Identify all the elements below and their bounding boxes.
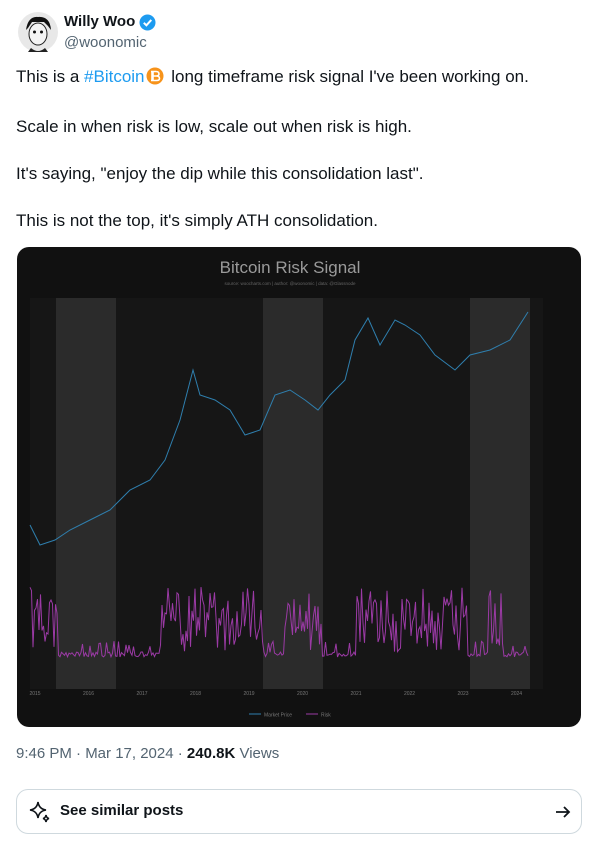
- button-label: See similar posts: [60, 802, 184, 819]
- year-label: 2020: [297, 691, 308, 697]
- paragraph: It's saying, "enjoy the dip while this c…: [16, 164, 424, 183]
- bitcoin-emoji: [146, 67, 164, 85]
- author-handle[interactable]: @woonomic: [64, 34, 147, 51]
- year-label: 2018: [190, 691, 201, 697]
- timestamp[interactable]: 9:46 PM · Mar 17, 2024 ·: [16, 745, 187, 762]
- image-title: Bitcoin Risk Signal: [220, 258, 361, 277]
- arrow-icon: [556, 806, 571, 818]
- text: This is a: [16, 67, 85, 86]
- paragraph: This is not the top, it's simply ATH con…: [16, 211, 378, 230]
- post-meta: 9:46 PM · Mar 17, 2024 · 240.8K Views: [16, 745, 279, 762]
- legend-label: Market Price: [264, 712, 292, 718]
- legend-label: Risk: [321, 712, 331, 718]
- image-source: source: woocharts.com | author: @woonomi…: [224, 281, 356, 286]
- verified-badge: [139, 14, 156, 31]
- price-line: [29, 311, 529, 546]
- author-name[interactable]: Willy Woo: [64, 13, 136, 30]
- year-label: 2021: [350, 691, 361, 697]
- year-label: 2019: [243, 691, 254, 697]
- sparkle-icon: [29, 801, 50, 823]
- text: long timeframe risk signal I've been wor…: [166, 67, 529, 86]
- year-label: 2024: [511, 691, 522, 697]
- year-label: 2015: [29, 691, 40, 697]
- year-label: 2022: [404, 691, 415, 697]
- see-similar-button[interactable]: See similar posts: [16, 789, 582, 834]
- year-label: 2016: [83, 691, 94, 697]
- views-label: Views: [235, 745, 280, 762]
- year-label: 2023: [457, 691, 468, 697]
- year-label: 2017: [136, 691, 147, 697]
- paragraph: This is a #Bitcoin long timeframe risk s…: [16, 67, 529, 87]
- chart-image[interactable]: Bitcoin Risk Signal source: woocharts.co…: [17, 247, 581, 727]
- hashtag[interactable]: #Bitcoin: [84, 67, 145, 86]
- paragraph: Scale in when risk is low, scale out whe…: [16, 117, 412, 136]
- avatar[interactable]: [18, 12, 58, 52]
- risk-line: [29, 587, 529, 659]
- shaded-band: [56, 298, 116, 689]
- view-count: 240.8K: [186, 745, 236, 762]
